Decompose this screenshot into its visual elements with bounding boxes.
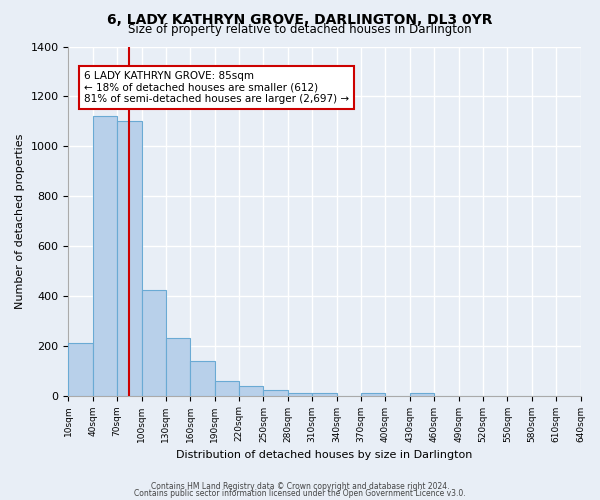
Bar [288,392,312,396]
Text: Contains public sector information licensed under the Open Government Licence v3: Contains public sector information licen… [134,489,466,498]
Text: 6 LADY KATHRYN GROVE: 85sqm
← 18% of detached houses are smaller (612)
81% of se: 6 LADY KATHRYN GROVE: 85sqm ← 18% of det… [84,71,349,104]
Bar [410,392,434,396]
Bar [215,380,239,396]
Bar [68,343,93,396]
Bar [312,392,337,396]
Text: Contains HM Land Registry data © Crown copyright and database right 2024.: Contains HM Land Registry data © Crown c… [151,482,449,491]
Bar [190,360,215,396]
Y-axis label: Number of detached properties: Number of detached properties [15,134,25,308]
Bar [239,386,263,396]
Bar [142,290,166,396]
Bar [263,390,288,396]
Bar [166,338,190,396]
Bar [93,116,117,396]
Text: 6, LADY KATHRYN GROVE, DARLINGTON, DL3 0YR: 6, LADY KATHRYN GROVE, DARLINGTON, DL3 0… [107,12,493,26]
Bar [117,122,142,396]
X-axis label: Distribution of detached houses by size in Darlington: Distribution of detached houses by size … [176,450,473,460]
Text: Size of property relative to detached houses in Darlington: Size of property relative to detached ho… [128,22,472,36]
Bar [361,392,385,396]
